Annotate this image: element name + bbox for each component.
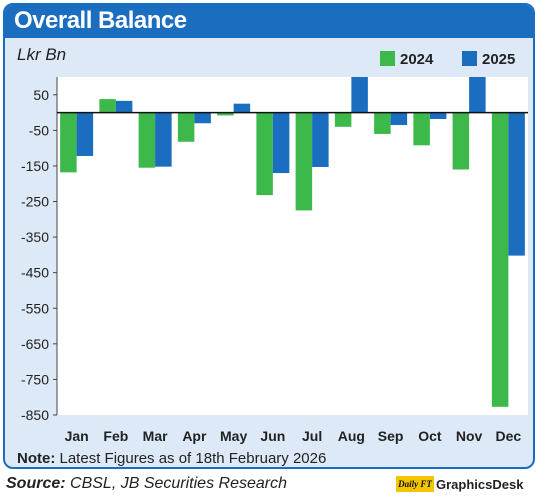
x-tick-label: Sep (378, 428, 404, 444)
y-tick-label: -450 (21, 265, 49, 281)
brand: Daily FT GraphicsDesk (396, 474, 523, 494)
bar-2024-aug (334, 112, 352, 127)
bar-2025-aug (351, 77, 368, 113)
note-label: Note: (17, 450, 56, 467)
bar-2025-feb (115, 100, 133, 113)
bar-2024-feb (99, 99, 116, 113)
bar-2024-may (217, 112, 234, 116)
legend-swatch-2024 (380, 51, 395, 66)
y-tick-label: -650 (21, 336, 49, 352)
legend-swatch-2025 (462, 51, 477, 66)
y-tick-label: -150 (21, 158, 49, 174)
unit-label: Lkr Bn (17, 45, 67, 64)
source: Source: CBSL, JB Securities Research (6, 475, 287, 493)
bar-2024-apr (177, 112, 195, 142)
y-tick-label: -750 (21, 371, 49, 387)
brand-text: GraphicsDesk (436, 476, 524, 492)
bar-2025-may (233, 103, 251, 113)
x-tick-label: Jun (260, 428, 285, 444)
y-tick-label: -850 (21, 407, 49, 423)
bar-2024-dec (491, 112, 509, 407)
title-bar: Overall Balance (5, 5, 533, 38)
y-tick-label: -50 (29, 122, 49, 138)
y-tick-label: -350 (21, 229, 49, 245)
x-tick-label: Jan (65, 428, 89, 444)
x-tick-label: May (220, 428, 247, 444)
bar-2024-jul (295, 112, 313, 211)
brand-logo: Daily FT (396, 476, 434, 492)
bar-2025-jun (272, 112, 290, 174)
bar-2024-jun (256, 112, 273, 196)
bar-2024-sep (374, 112, 391, 134)
y-tick-label: 50 (33, 87, 49, 103)
bar-2025-dec (508, 112, 525, 256)
bar-2025-oct (429, 112, 447, 119)
x-tick-label: Jul (302, 428, 322, 444)
x-tick-label: Apr (182, 428, 207, 444)
chart-title: Overall Balance (14, 7, 187, 34)
bar-2025-jul (312, 112, 329, 168)
y-tick-label: -250 (21, 194, 49, 210)
bar-chart: 50 -50 -150 -250 -350 -450 -550 -650 -750 -850 Jan… (21, 77, 528, 444)
source-label: Source: (6, 475, 66, 492)
source-text: CBSL, JB Securities Research (65, 475, 287, 492)
plot-area (57, 77, 528, 415)
bar-2024-jan (60, 112, 77, 173)
x-tick-label: Mar (143, 428, 168, 444)
note: Note: Latest Figures as of 18th February… (17, 450, 326, 467)
y-tick-label: -550 (21, 300, 49, 316)
bar-2025-mar (155, 112, 172, 167)
bar-2024-nov (452, 112, 470, 170)
note-text: Latest Figures as of 18th February 2026 (55, 450, 327, 467)
x-tick-label: Dec (496, 428, 522, 444)
bar-2024-oct (413, 112, 430, 146)
bar-2025-nov (469, 77, 486, 113)
chart-panel: Overall Balance Lkr Bn 2024 2025 50 -50 -1… (3, 3, 535, 469)
bar-2025-jan (76, 112, 94, 156)
bar-2025-apr (194, 112, 211, 124)
x-tick-label: Nov (456, 428, 483, 444)
bar-2025-sep (390, 112, 408, 126)
x-tick-label: Oct (418, 428, 442, 444)
bar-2024-mar (138, 112, 156, 168)
legend-label-2025: 2025 (482, 51, 516, 68)
x-tick-label: Feb (103, 428, 128, 444)
x-tick-label: Aug (338, 428, 365, 444)
legend-label-2024: 2024 (400, 51, 434, 68)
